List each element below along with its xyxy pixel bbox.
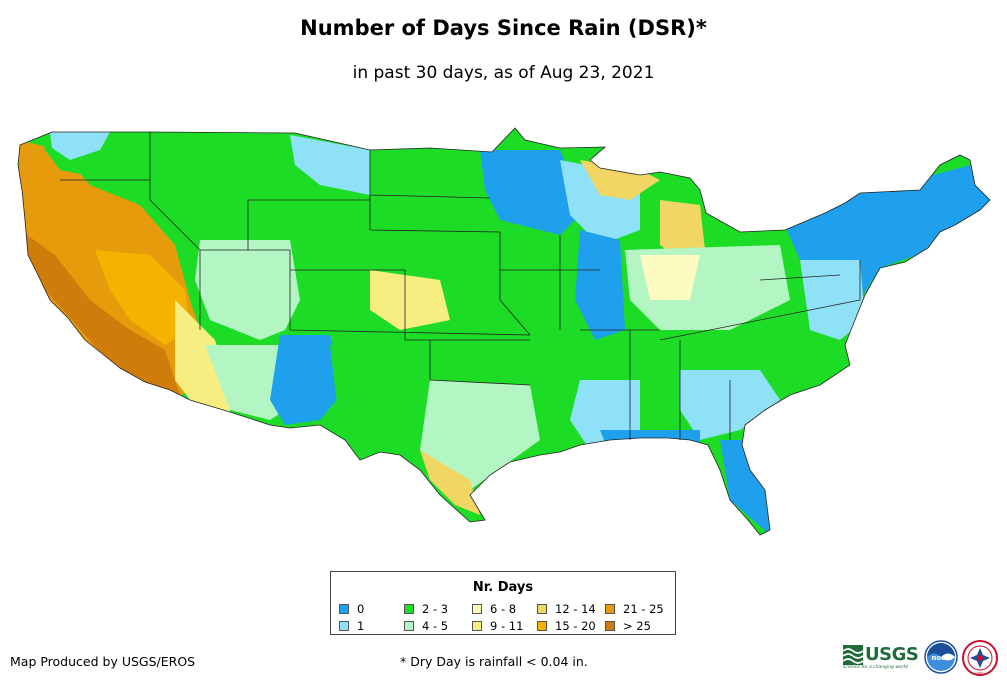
dsr-color-regions xyxy=(18,128,990,535)
region-lower-mi-12-14 xyxy=(660,200,705,260)
legend-item-6-8: 6 - 8 xyxy=(472,602,516,616)
legend-item-21-25: 21 - 25 xyxy=(605,602,664,616)
legend-item-over-25: > 25 xyxy=(605,619,651,633)
usgs-wave-icon xyxy=(843,644,863,665)
region-indiana-6-8 xyxy=(640,255,700,300)
map-subtitle: in past 30 days, as of Aug 23, 2021 xyxy=(352,63,655,83)
noaa-wordmark: noaa xyxy=(931,654,951,662)
dry-day-footnote: * Dry Day is rainfall < 0.04 in. xyxy=(400,654,588,669)
legend-swatch xyxy=(605,604,615,614)
nws-logo: NWS xyxy=(962,640,998,676)
region-arizona-9-11 xyxy=(175,300,230,415)
nws-wordmark: NWS xyxy=(976,671,983,675)
region-new-mexico-0 xyxy=(270,335,345,425)
legend-swatch xyxy=(537,604,547,614)
legend-swatch xyxy=(537,621,547,631)
legend-label: 1 xyxy=(357,619,365,633)
region-texas-4-5 xyxy=(420,380,540,490)
region-nm-tx-2-3 xyxy=(330,345,430,455)
legend-swatch xyxy=(472,604,482,614)
conus-dsr-map xyxy=(17,127,991,536)
region-mississippi-valley-0 xyxy=(575,230,625,340)
legend-item-1: 1 xyxy=(339,619,364,633)
legend-title: Nr. Days xyxy=(472,580,534,595)
legend-label: 21 - 25 xyxy=(623,602,664,616)
noaa-logo: noaa xyxy=(924,640,958,674)
usgs-logo: USGS science for a changing world xyxy=(843,644,919,670)
legend-label: 12 - 14 xyxy=(555,602,596,616)
legend-swatch xyxy=(472,621,482,631)
region-gulf-coast-0 xyxy=(600,430,700,455)
region-plains-9-11 xyxy=(370,270,450,330)
region-wa-coast-1 xyxy=(50,132,110,160)
legend-swatch xyxy=(605,621,615,631)
state-boundaries xyxy=(17,127,991,536)
legend-swatch xyxy=(339,621,349,631)
legend-box: Nr. Days 0 1 2 - 3 4 - 5 6 - 8 9 - 11 12… xyxy=(330,571,676,635)
legend-item-2-3: 2 - 3 xyxy=(404,602,448,616)
legend-label: 2 - 3 xyxy=(422,602,449,616)
legend-swatch xyxy=(404,621,414,631)
legend-label: > 25 xyxy=(623,619,651,633)
legend-swatch xyxy=(339,604,349,614)
region-south-texas-12-14 xyxy=(420,450,480,515)
legend-item-9-11: 9 - 11 xyxy=(472,619,523,633)
region-montana-1 xyxy=(290,135,370,195)
credit-text: Map Produced by USGS/EROS xyxy=(10,654,196,669)
legend-label: 15 - 20 xyxy=(555,619,596,633)
legend-label: 9 - 11 xyxy=(490,619,524,633)
region-mid-atlantic-1 xyxy=(800,260,865,340)
region-utah-4-5 xyxy=(195,240,300,340)
region-minnesota-0 xyxy=(480,150,585,235)
usgs-wordmark: USGS xyxy=(865,644,919,665)
legend-label: 6 - 8 xyxy=(490,602,517,616)
legend-item-4-5: 4 - 5 xyxy=(404,619,448,633)
legend-label: 4 - 5 xyxy=(422,619,449,633)
usgs-tagline: science for a changing world xyxy=(843,665,908,670)
region-california-over-25 xyxy=(20,230,180,395)
legend-item-0: 0 xyxy=(339,602,364,616)
legend-item-15-20: 15 - 20 xyxy=(537,619,596,633)
legend-label: 0 xyxy=(357,602,365,616)
map-title: Number of Days Since Rain (DSR)* xyxy=(300,16,707,40)
region-nevada-15-20 xyxy=(95,250,190,345)
legend-item-12-14: 12 - 14 xyxy=(537,602,596,616)
legend-swatch xyxy=(404,604,414,614)
